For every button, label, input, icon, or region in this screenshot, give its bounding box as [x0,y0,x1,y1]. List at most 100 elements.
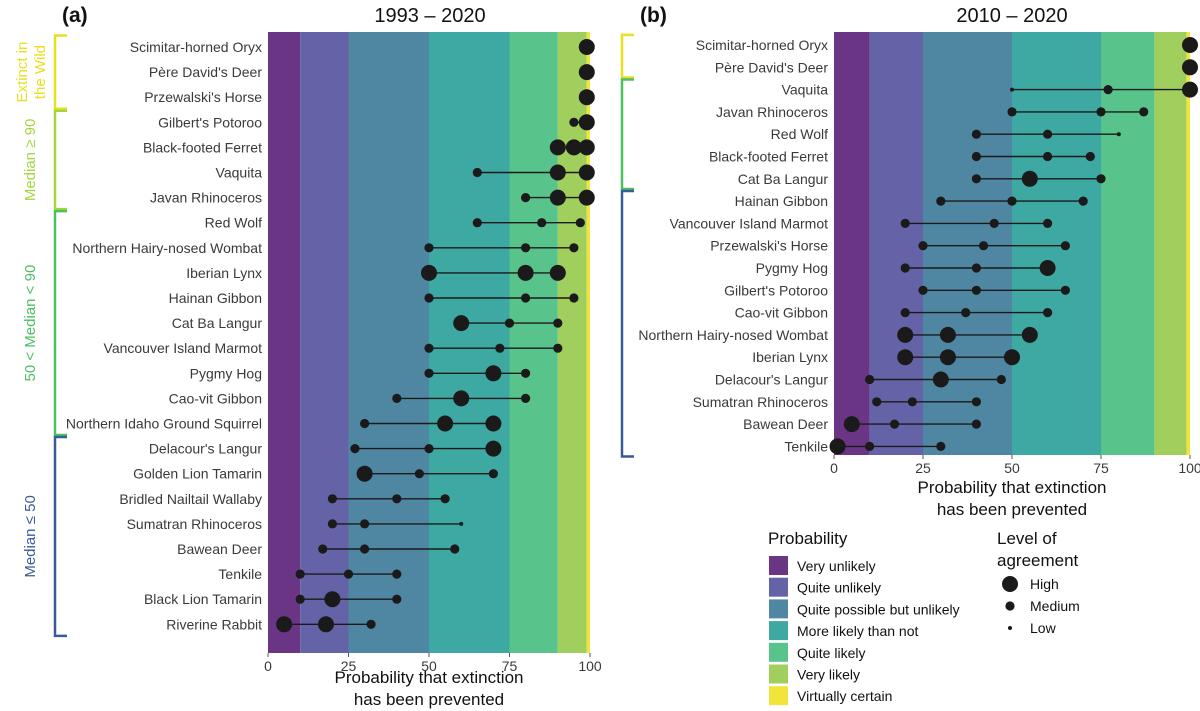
row-iberian-lynx: Iberian Lynx [752,349,1020,366]
point-medium-3 [971,419,982,429]
point-medium-2 [392,494,402,504]
point-high-3 [578,139,595,156]
point-high-1 [549,139,566,156]
point-medium-3 [440,494,450,504]
row-pygmy-hog: Pygmy Hog [756,260,1056,276]
point-medium-1 [971,151,982,162]
panel-title: 2010 – 2020 [956,5,1067,27]
species-label: Javan Rhinoceros [150,190,262,206]
point-medium-1 [295,594,305,604]
point-high-1 [897,349,914,366]
row-tenkile: Tenkile [784,438,946,455]
group-bracket-2 [53,109,67,211]
species-label: Sumatran Rhinoceros [127,516,262,532]
point-low-3 [1116,132,1121,137]
band-very-likely [557,32,587,653]
species-label: Golden Lion Tamarin [133,466,262,482]
panel-b: 0 25 50 75 100 Probability that extinction has… [620,4,1200,519]
point-medium-2 [971,263,982,273]
row-tenkile: Tenkile [218,566,402,582]
row-javan-rhinoceros: Javan Rhinoceros [150,189,595,206]
point-medium-3 [1043,308,1053,318]
legend-label-quite-likely: Quite likely [797,645,865,661]
point-medium-3 [569,293,579,303]
row-vancouver-island-marmot: Vancouver Island Marmot [670,215,1053,231]
row-riverine-rabbit: Riverine Rabbit [166,616,376,633]
legend-label-very-likely: Very likely [797,667,860,683]
band-quite-unlikely [300,32,349,653]
row-pere-david-s-deer: Père David's Deer [149,64,595,81]
legend-label-virtually-certain: Virtually certain [797,688,892,704]
species-label: Bawean Deer [177,541,262,557]
panel-tag: (b) [640,4,667,27]
point-medium-2 [504,318,515,328]
legend-agreement-label-high: High [1030,576,1059,592]
species-label: Vaquita [216,165,263,181]
point-medium-3 [366,619,376,629]
group-bracket-3 [53,209,67,437]
legend-label-more-likely-than-not: More likely than not [797,623,919,639]
legend-dot-medium [1005,601,1015,611]
point-high-3 [1039,260,1056,276]
point-high-1 [453,315,470,332]
point-high-1 [843,416,860,433]
point-medium-3 [1139,107,1149,117]
group-bracket-3 [620,189,634,458]
row-northern-hairy-nosed-wombat: Northern Hairy-nosed Wombat [72,240,579,256]
species-label: Delacour's Langur [715,372,829,388]
point-high-2 [565,139,582,156]
point-medium-2 [360,544,370,554]
row-black-lion-tamarin: Black Lion Tamarin [144,591,402,608]
point-high-2 [437,415,454,432]
point-medium-2 [961,308,971,318]
legend-swatch-quite-unlikely [769,577,788,597]
point-medium-2 [1103,85,1113,95]
point-medium-1 [918,285,928,295]
row-bawean-deer: Bawean Deer [743,416,982,433]
group-label-50-median-90: 50 < Median < 90 [22,265,39,382]
species-label: Père David's Deer [149,64,263,80]
row-gilbert-s-potoroo: Gilbert's Potoroo [158,114,595,131]
species-label: Northern Hairy-nosed Wombat [638,327,828,343]
point-medium-3 [996,374,1006,385]
species-label: Vaquita [782,82,829,98]
point-medium-3 [971,397,982,407]
point-medium-2 [978,241,989,251]
point-high-1 [276,616,293,633]
species-label: Javan Rhinoceros [716,104,828,120]
row-northern-idaho-ground-squirrel: Northern Idaho Ground Squirrel [66,415,502,432]
species-label: Cao-vit Gibbon [169,390,262,406]
group-bracket-1 [53,34,67,110]
point-medium-2 [971,285,982,295]
row-vaquita: Vaquita [216,164,595,181]
point-medium-3 [553,343,563,353]
row-red-wolf: Red Wolf [771,126,1121,142]
point-high-1 [578,64,595,81]
point-low-1 [1010,87,1014,92]
point-medium-1 [569,117,579,127]
row-scimitar-horned-oryx: Scimitar-horned Oryx [696,37,1198,53]
point-medium-2 [1007,196,1017,206]
point-high-1 [829,438,846,455]
point-medium-1 [865,374,875,385]
point-high-1 [578,89,595,106]
species-label: Bridled Nailtail Wallaby [119,491,262,507]
point-medium-2 [360,519,370,529]
point-high-1 [897,326,914,343]
legend-agreement-label-low: Low [1030,620,1057,636]
point-medium-2 [1096,107,1106,117]
species-label: Père David's Deer [715,59,829,75]
point-medium-3 [521,368,531,378]
point-medium-2 [907,397,917,407]
point-medium-2 [343,569,354,579]
row-golden-lion-tamarin: Golden Lion Tamarin [133,465,498,482]
point-medium-1 [424,293,434,303]
band-very-likely [1154,32,1187,455]
band-more-likely-than-not [1012,32,1101,455]
point-medium-2 [495,343,505,353]
row-delacour-s-langur: Delacour's Langur [149,440,502,457]
point-medium-1 [327,519,337,529]
point-medium-1 [472,167,482,178]
group-bracket-1 [620,33,634,79]
species-label: Riverine Rabbit [166,616,262,632]
